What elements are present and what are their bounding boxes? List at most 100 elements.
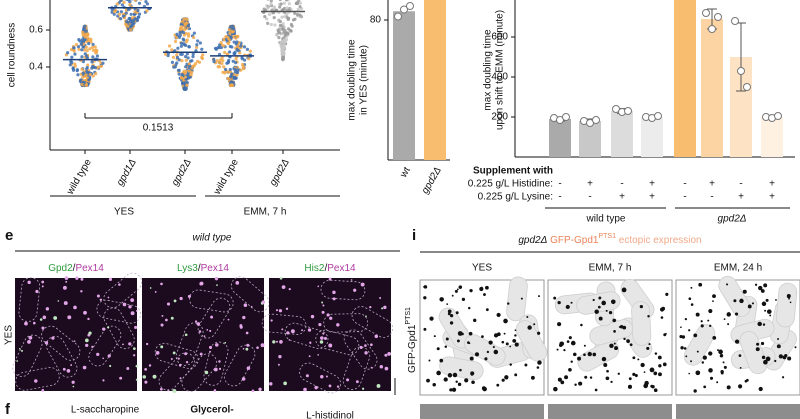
dot — [126, 8, 130, 12]
spot — [66, 369, 71, 373]
spot — [680, 346, 684, 350]
image-strip — [676, 404, 800, 419]
spot — [144, 380, 148, 384]
dot — [238, 51, 242, 55]
spot — [443, 377, 448, 382]
dot — [80, 82, 84, 87]
spot — [135, 309, 138, 312]
supplement-sign: - — [558, 179, 561, 190]
spot — [126, 367, 130, 370]
spot — [693, 389, 697, 393]
dot — [282, 38, 286, 42]
dot — [86, 63, 90, 67]
dot — [280, 40, 284, 44]
spot — [218, 367, 222, 370]
spot — [444, 345, 448, 349]
dot — [73, 64, 77, 68]
panel-letter: f — [5, 401, 11, 418]
dot — [230, 72, 234, 76]
spot — [751, 302, 755, 305]
dot — [171, 55, 176, 59]
dot — [298, 5, 302, 9]
spot — [566, 340, 570, 343]
spot — [507, 302, 510, 305]
spot — [278, 309, 283, 313]
spot — [27, 280, 31, 285]
dot — [84, 45, 88, 49]
dot — [185, 81, 189, 85]
spot — [332, 297, 336, 301]
dot — [287, 2, 291, 6]
spot — [777, 338, 779, 340]
micrograph — [12, 272, 143, 392]
spot — [787, 356, 792, 361]
dot — [212, 57, 216, 62]
spot — [160, 282, 163, 286]
spot — [592, 352, 597, 357]
spot — [250, 305, 253, 308]
spot — [70, 364, 73, 366]
spot — [119, 376, 123, 380]
spot — [278, 354, 282, 359]
bar — [674, 0, 696, 157]
point — [743, 83, 751, 91]
spot — [41, 285, 44, 288]
dot — [229, 80, 233, 84]
spot — [456, 288, 459, 291]
spot — [708, 351, 713, 356]
spot — [242, 347, 245, 350]
dot — [184, 55, 188, 59]
dot — [196, 39, 200, 43]
spot — [626, 339, 630, 343]
spot — [712, 336, 717, 340]
dot — [233, 52, 237, 56]
dot — [228, 67, 232, 72]
spot — [684, 317, 688, 321]
dot — [177, 72, 181, 76]
dot — [184, 65, 188, 69]
spot — [492, 345, 495, 349]
spot — [474, 352, 480, 357]
dot — [266, 21, 270, 25]
dot — [180, 72, 184, 77]
dot — [278, 0, 282, 2]
spot — [592, 298, 595, 302]
spot — [91, 345, 94, 348]
spot — [594, 388, 598, 392]
spot — [423, 327, 427, 331]
spot — [309, 342, 312, 344]
spot — [172, 351, 176, 355]
spot — [187, 294, 191, 298]
dot — [136, 8, 140, 13]
dot — [269, 0, 273, 3]
spot — [185, 361, 189, 364]
y-axis-label: cell roundness — [7, 23, 18, 87]
spot — [514, 342, 519, 347]
dot — [133, 0, 137, 2]
spot — [142, 375, 147, 379]
spot — [99, 298, 103, 302]
spot — [305, 374, 309, 378]
spot — [242, 315, 246, 320]
spot — [679, 335, 683, 339]
spot — [501, 378, 505, 382]
spot — [693, 333, 698, 338]
cell — [577, 340, 620, 372]
spot — [496, 383, 500, 387]
spot — [322, 332, 325, 335]
spot — [213, 389, 217, 392]
dot — [101, 61, 105, 65]
spot — [214, 343, 219, 347]
spot — [613, 330, 616, 333]
supplement-sign: - — [558, 192, 561, 203]
spot — [570, 301, 573, 304]
dot — [231, 30, 235, 34]
spot — [605, 376, 610, 381]
dot — [232, 27, 236, 31]
dot — [93, 45, 97, 49]
marker: Pex14 — [201, 263, 230, 274]
dot — [87, 78, 91, 82]
spot — [647, 315, 650, 318]
protein: Lys3 — [177, 263, 198, 274]
spot — [336, 385, 340, 388]
